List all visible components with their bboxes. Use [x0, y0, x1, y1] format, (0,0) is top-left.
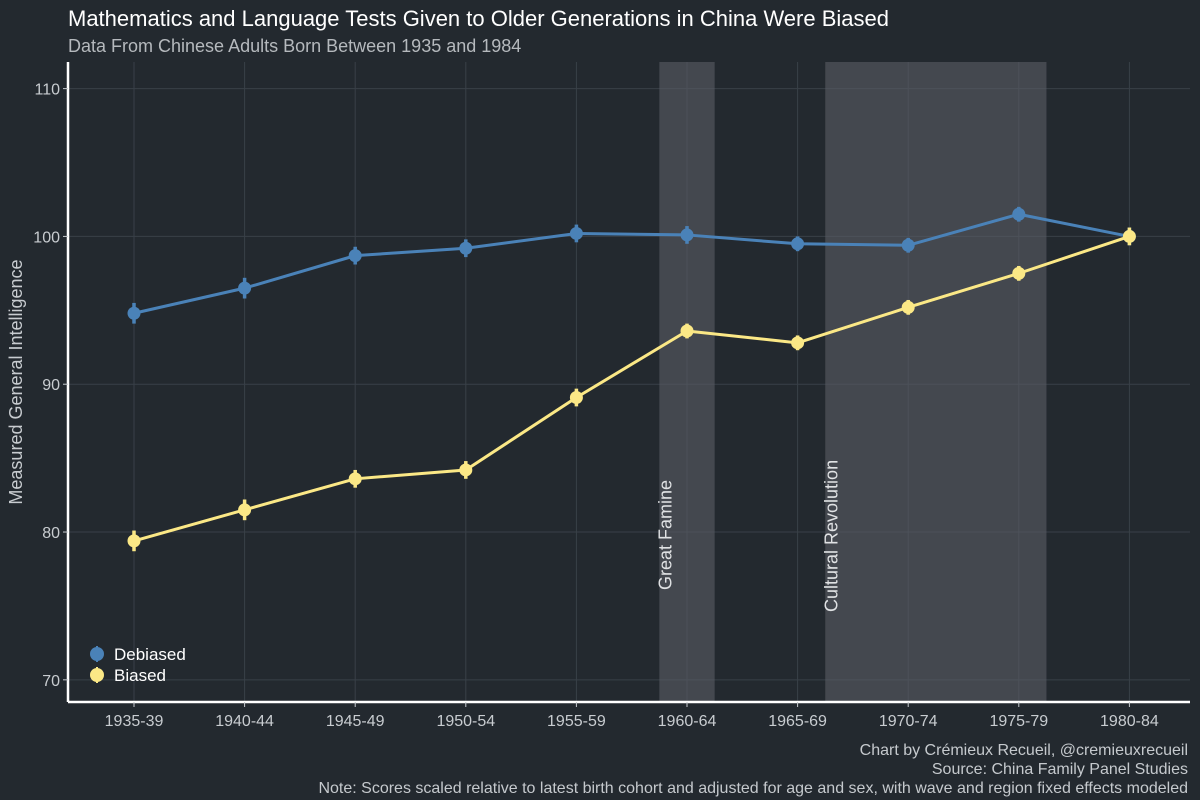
x-tick-label: 1945-49 — [326, 713, 385, 730]
data-point-debiased — [680, 228, 694, 242]
data-point-biased — [1012, 266, 1026, 280]
data-point-biased — [127, 534, 141, 548]
data-point-biased — [791, 336, 805, 350]
period-label: Great Famine — [655, 480, 675, 590]
data-point-debiased — [127, 306, 141, 320]
x-tick-label: 1955-59 — [547, 713, 606, 730]
y-axis-title: Measured General Intelligence — [6, 259, 26, 504]
series-line-debiased — [133, 212, 1130, 315]
data-point-biased — [569, 391, 583, 405]
period-label: Cultural Revolution — [821, 460, 841, 612]
y-tick-label: 90 — [42, 377, 60, 394]
x-tick-label: 1950-54 — [436, 713, 495, 730]
data-point-biased — [1122, 229, 1136, 243]
x-tick-label: 1970-74 — [879, 713, 938, 730]
data-point-debiased — [348, 249, 362, 263]
x-tick-label: 1975-79 — [989, 713, 1048, 730]
data-point-debiased — [901, 238, 915, 252]
y-tick-label: 100 — [33, 229, 60, 246]
data-point-debiased — [459, 241, 473, 255]
legend-label-debiased: Debiased — [114, 645, 186, 664]
x-tick-label: 1935-39 — [105, 713, 164, 730]
data-point-debiased — [1012, 207, 1026, 221]
data-point-debiased — [238, 281, 252, 295]
series-line-biased — [133, 234, 1130, 543]
data-point-debiased — [569, 226, 583, 240]
data-point-biased — [238, 503, 252, 517]
x-tick-label: 1960-64 — [658, 713, 717, 730]
x-tick-label: 1965-69 — [768, 713, 827, 730]
data-point-biased — [680, 324, 694, 338]
caption-note: Note: Scores scaled relative to latest b… — [318, 780, 1188, 797]
data-point-debiased — [791, 237, 805, 251]
shaded-period-cultural-revolution — [825, 62, 1047, 702]
caption-credit: Chart by Crémieux Recueil, @cremieuxrecu… — [859, 742, 1188, 759]
x-tick-label: 1940-44 — [215, 713, 274, 730]
chart-subtitle: Data From Chinese Adults Born Between 19… — [68, 36, 522, 56]
data-point-biased — [901, 300, 915, 314]
legend-label-biased: Biased — [114, 666, 166, 685]
caption-source: Source: China Family Panel Studies — [931, 761, 1188, 778]
y-tick-label: 80 — [42, 525, 60, 542]
chart-title: Mathematics and Language Tests Given to … — [68, 6, 889, 31]
data-point-biased — [459, 463, 473, 477]
chart-caption: Chart by Crémieux Recueil, @cremieuxrecu… — [318, 741, 1188, 798]
y-tick-label: 70 — [42, 673, 60, 690]
x-tick-label: 1980-84 — [1100, 713, 1159, 730]
data-point-biased — [348, 472, 362, 486]
shaded-period-great-famine — [659, 62, 715, 702]
y-tick-label: 110 — [34, 82, 60, 99]
